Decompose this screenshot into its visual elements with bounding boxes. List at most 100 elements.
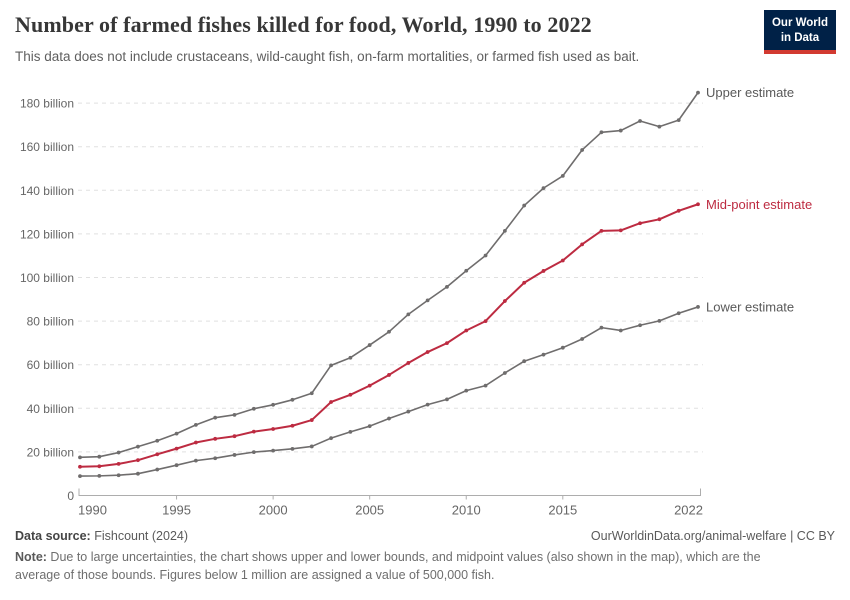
data-point-midpoint <box>174 446 179 451</box>
data-point-upper <box>97 454 102 459</box>
data-point-upper <box>483 253 488 258</box>
data-point-lower <box>387 416 391 421</box>
data-point-upper <box>580 148 585 152</box>
series-label-lower: Lower estimate <box>706 299 794 314</box>
data-point-lower <box>696 305 700 309</box>
data-point-upper <box>387 329 391 334</box>
data-point-upper <box>251 406 256 411</box>
data-point-upper <box>136 444 140 449</box>
data-point-midpoint <box>387 373 391 377</box>
y-axis-tick-label: 100 billion <box>20 271 74 285</box>
data-point-midpoint <box>193 440 198 445</box>
data-point-upper <box>560 174 565 178</box>
data-point-lower <box>560 345 565 350</box>
data-point-lower <box>251 450 256 455</box>
owid-logo-line2: in Data <box>780 31 820 44</box>
data-point-midpoint <box>445 341 449 346</box>
data-point-upper <box>116 450 121 455</box>
chart-subtitle: This data does not include crustaceans, … <box>15 49 640 64</box>
data-point-midpoint <box>599 228 604 233</box>
data-point-lower <box>618 328 623 333</box>
data-point-lower <box>676 311 681 316</box>
data-point-midpoint <box>116 461 121 466</box>
data-source: Data source: Fishcount (2024) <box>15 529 188 543</box>
data-point-lower <box>522 359 527 364</box>
x-axis-tick-label: 1990 <box>78 503 107 518</box>
data-point-lower <box>580 337 585 341</box>
data-point-lower <box>271 448 276 453</box>
data-point-midpoint <box>425 350 430 354</box>
data-point-lower <box>657 318 662 323</box>
data-point-upper <box>271 402 276 407</box>
data-point-lower <box>367 424 372 429</box>
data-point-upper <box>329 363 333 368</box>
data-point-lower <box>136 471 140 476</box>
data-point-midpoint <box>580 242 585 247</box>
footnote: Note: Due to large uncertainties, the ch… <box>15 548 790 584</box>
data-point-midpoint <box>348 392 353 397</box>
data-point-midpoint <box>213 436 218 441</box>
data-point-midpoint <box>464 328 469 333</box>
data-point-midpoint <box>696 202 700 207</box>
data-point-midpoint <box>232 434 237 439</box>
data-point-midpoint <box>522 280 527 285</box>
footnote-text: Due to large uncertainties, the chart sh… <box>15 550 761 583</box>
data-point-lower <box>425 402 430 407</box>
data-point-midpoint <box>657 217 662 222</box>
data-point-upper <box>425 298 430 303</box>
data-point-midpoint <box>502 299 507 303</box>
data-point-upper <box>541 186 546 191</box>
data-point-lower <box>213 456 218 461</box>
data-point-upper <box>676 118 681 123</box>
data-point-upper <box>193 422 198 427</box>
attribution-link[interactable]: OurWorldinData.org/animal-welfare | CC B… <box>590 529 835 543</box>
data-point-lower <box>329 436 333 441</box>
page-title: Number of farmed fishes killed for food,… <box>15 12 592 37</box>
data-point-lower <box>599 325 604 330</box>
x-axis-tick-label: 2022 <box>674 503 703 518</box>
data-point-lower <box>309 444 314 449</box>
data-point-lower <box>232 453 237 457</box>
data-point-upper <box>696 90 700 95</box>
y-axis-tick-label: 80 billion <box>27 315 74 329</box>
data-point-upper <box>232 412 237 417</box>
data-point-lower <box>406 409 411 414</box>
y-axis-tick-label: 40 billion <box>27 402 74 416</box>
data-point-lower <box>502 371 507 375</box>
data-point-midpoint <box>290 423 295 428</box>
data-point-lower <box>174 463 179 468</box>
data-point-upper <box>78 455 82 460</box>
data-point-lower <box>541 352 546 357</box>
x-axis-line <box>78 488 701 496</box>
data-point-midpoint <box>483 319 488 323</box>
y-axis-tick-label: 140 billion <box>20 184 74 198</box>
data-point-lower <box>290 446 295 451</box>
y-axis-tick-label: 0 <box>67 489 74 503</box>
data-point-midpoint <box>251 429 256 434</box>
owid-logo[interactable]: Our World in Data <box>763 10 836 54</box>
series-line-midpoint <box>79 203 699 468</box>
data-point-midpoint <box>618 228 623 233</box>
data-point-upper <box>155 438 160 443</box>
data-point-upper <box>464 268 469 273</box>
data-point-midpoint <box>676 208 681 213</box>
source-row: Data source: Fishcount (2024) OurWorldin… <box>15 529 835 543</box>
x-axis-tick-label: 2010 <box>452 503 481 518</box>
line-chart: 0 20 billion 40 billion 60 billion 80 billio… <box>20 85 812 518</box>
y-axis-tick-label: 20 billion <box>27 445 74 459</box>
data-point-midpoint <box>271 427 276 431</box>
data-point-upper <box>174 431 179 436</box>
data-point-upper <box>618 128 623 133</box>
x-axis-tick-label: 2015 <box>548 503 577 518</box>
data-point-upper <box>638 119 642 123</box>
data-point-upper <box>599 130 604 135</box>
data-point-midpoint <box>541 269 546 273</box>
data-point-lower <box>348 429 353 434</box>
data-point-lower <box>638 323 642 328</box>
data-point-upper <box>522 203 527 208</box>
data-point-midpoint <box>329 400 333 404</box>
data-point-lower <box>78 474 82 478</box>
data-point-lower <box>155 467 160 472</box>
data-point-upper <box>290 397 295 402</box>
